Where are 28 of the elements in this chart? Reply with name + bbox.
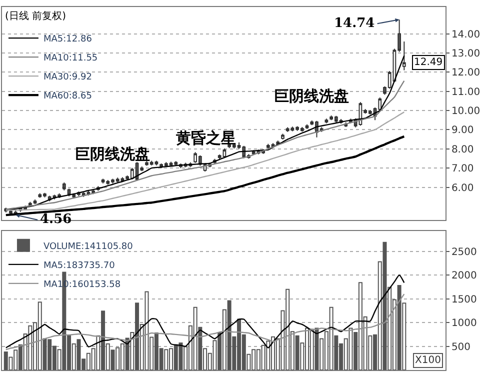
legend-label: MA60:8.65 <box>43 92 92 102</box>
y-tick-label: 2000 <box>451 270 477 282</box>
annotation: 14.74 <box>334 16 375 31</box>
y-tick-label: 8.00 <box>451 144 474 156</box>
legend-label: MA10:11.55 <box>43 54 98 64</box>
y-tick-label: 500 <box>451 342 471 353</box>
y-tick-label: 12.00 <box>451 68 480 79</box>
y-tick-label: 10.00 <box>451 106 480 118</box>
annotation: 4.56 <box>40 212 72 227</box>
y-tick-label: 2500 <box>451 246 477 258</box>
legend-label: MA5:183735.70 <box>43 260 116 271</box>
legend-label: MA30:9.92 <box>43 72 92 83</box>
y-tick-label: 14.00 <box>451 29 480 40</box>
y-tick-label: 11.00 <box>451 86 480 98</box>
chart-title: (日线 前复权) <box>5 10 66 22</box>
y-tick-label: 1000 <box>451 318 477 330</box>
y-tick-label: 6.00 <box>451 182 474 194</box>
annotation: 巨阴线洗盘 <box>75 145 150 163</box>
y-tick-label: 7.00 <box>451 164 474 175</box>
text: 12.49 <box>414 57 443 68</box>
y-tick-label: 1500 <box>451 294 477 306</box>
y-tick-label: 9.00 <box>451 125 474 136</box>
y-tick-label: 13.00 <box>451 48 480 60</box>
legend-label: VOLUME:141105.80 <box>43 242 134 252</box>
annotation: 巨阴线洗盘 <box>274 87 349 105</box>
annotation: 黄昏之星 <box>175 129 236 147</box>
text: X100 <box>415 355 441 366</box>
legend-label: MA5:12.86 <box>43 34 92 45</box>
